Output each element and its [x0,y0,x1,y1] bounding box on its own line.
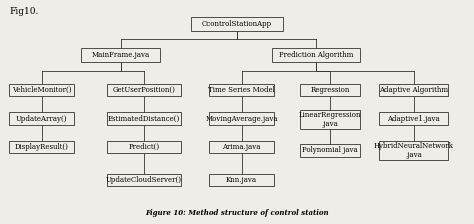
FancyBboxPatch shape [379,112,448,125]
Text: Polynomial java: Polynomial java [302,146,358,154]
FancyBboxPatch shape [209,141,274,153]
FancyBboxPatch shape [82,48,160,62]
FancyBboxPatch shape [9,141,74,153]
Text: MainFrame.java: MainFrame.java [92,51,150,59]
Text: MovingAverage.java: MovingAverage.java [205,115,278,123]
Text: Prediction Algorithm: Prediction Algorithm [279,51,353,59]
Text: VehicleMonitor(): VehicleMonitor() [12,86,72,94]
Text: Predict(): Predict() [128,143,160,151]
Text: Figure 10: Method structure of control station: Figure 10: Method structure of control s… [145,209,329,217]
Text: Adaptive1.java: Adaptive1.java [387,115,440,123]
Text: EstimatedDistance(): EstimatedDistance() [108,115,180,123]
FancyBboxPatch shape [107,112,181,125]
FancyBboxPatch shape [300,110,360,129]
FancyBboxPatch shape [300,144,360,157]
Text: Adaptive Algorithm: Adaptive Algorithm [379,86,448,94]
FancyBboxPatch shape [209,84,274,96]
FancyBboxPatch shape [107,141,181,153]
Text: LinearRegression
.java: LinearRegression .java [299,111,361,128]
FancyBboxPatch shape [191,17,283,31]
Text: CcontrolStationApp: CcontrolStationApp [202,20,272,28]
FancyBboxPatch shape [272,48,360,62]
Text: UpdateCloudServer(): UpdateCloudServer() [106,176,182,184]
FancyBboxPatch shape [209,112,274,125]
FancyBboxPatch shape [379,84,448,96]
Text: Time Series Model: Time Series Model [208,86,275,94]
Text: GetUserPosition(): GetUserPosition() [113,86,175,94]
Text: DisplayResult(): DisplayResult() [15,143,69,151]
FancyBboxPatch shape [9,84,74,96]
Text: UpdateArray(): UpdateArray() [16,115,68,123]
Text: Arima.java: Arima.java [222,143,261,151]
FancyBboxPatch shape [9,112,74,125]
FancyBboxPatch shape [379,141,448,160]
Text: Fig10.: Fig10. [9,7,39,16]
Text: Knn.java: Knn.java [226,176,257,184]
FancyBboxPatch shape [107,174,181,186]
FancyBboxPatch shape [107,84,181,96]
Text: Regression: Regression [310,86,350,94]
FancyBboxPatch shape [300,84,360,96]
Text: HybridNeuralNetwork
.java: HybridNeuralNetwork .java [374,142,454,159]
FancyBboxPatch shape [209,174,274,186]
